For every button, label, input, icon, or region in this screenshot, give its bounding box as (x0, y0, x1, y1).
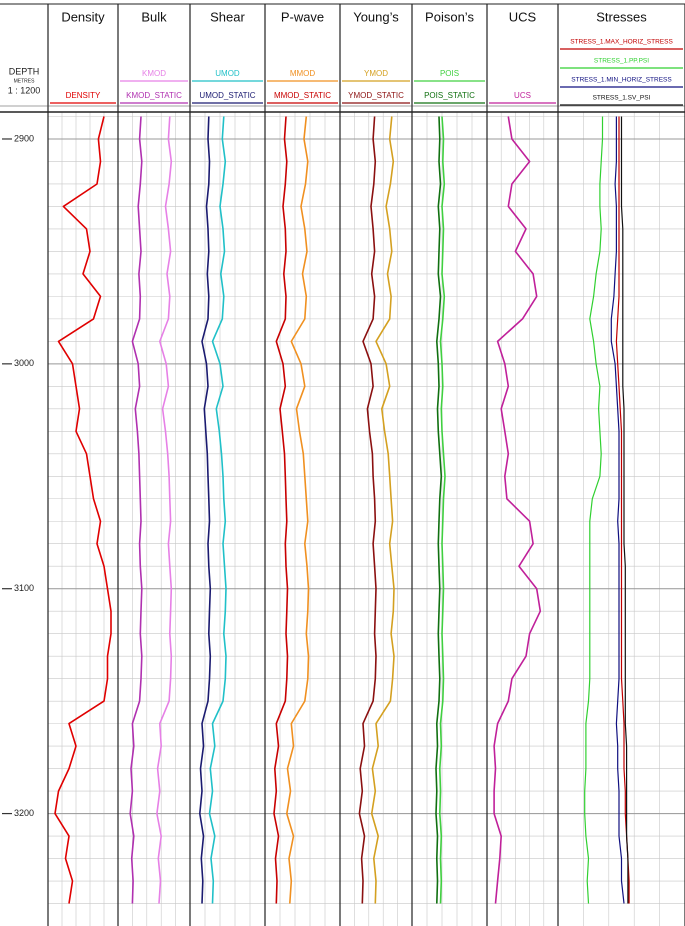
curve (435, 116, 443, 904)
curve (286, 116, 310, 904)
curve-label: KMOD (142, 69, 166, 78)
curve (358, 116, 377, 904)
curve-label: UCS (514, 91, 531, 100)
curve-label: STRESS_1.MIN_HORIZ_STRESS (571, 77, 672, 84)
track-title: Shear (210, 9, 245, 24)
depth-tick-label: 3100 (14, 583, 34, 593)
curve-label: STRESS_1.PP.PSI (594, 58, 649, 65)
curve (610, 116, 625, 904)
curve (493, 116, 542, 904)
track-title: P-wave (281, 9, 324, 24)
curve (620, 116, 629, 904)
curve (273, 116, 289, 904)
depth-unit: METRES (14, 78, 36, 84)
curve (615, 116, 630, 904)
curve-label: MMOD (290, 69, 316, 78)
curve (199, 116, 212, 904)
curve-label: POIS (440, 69, 459, 78)
curve-label: YMOD (364, 69, 388, 78)
curve (129, 116, 143, 904)
depth-tick-label: 3200 (14, 808, 34, 818)
track-title: Density (61, 9, 105, 24)
curve (584, 116, 604, 904)
curve-label: STRESS_1.SV_PSI (593, 95, 651, 102)
curve-label: POIS_STATIC (424, 91, 475, 100)
depth-tick-label: 2900 (14, 133, 34, 143)
curve-label: UMOD_STATIC (199, 91, 255, 100)
curve-label: KMOD_STATIC (126, 91, 182, 100)
track-title: Young’s (353, 9, 399, 24)
curve (370, 116, 395, 904)
curve-label: STRESS_1.MAX_HORIZ_STRESS (570, 39, 673, 46)
curve (208, 116, 227, 904)
depth-scale: 1 : 1200 (8, 85, 41, 95)
track-title: Poison’s (425, 9, 474, 24)
curve-label: MMOD_STATIC (274, 91, 331, 100)
curve (54, 116, 112, 904)
curve-label: YMOD_STATIC (348, 91, 404, 100)
curve-label: DENSITY (66, 91, 101, 100)
track-title: UCS (509, 9, 537, 24)
track-title: Bulk (141, 9, 167, 24)
track-title: Stresses (596, 9, 647, 24)
depth-tick-label: 3000 (14, 358, 34, 368)
curve (439, 116, 446, 904)
depth-label: DEPTH (9, 66, 40, 76)
curve-label: UMOD (215, 69, 240, 78)
curve (156, 116, 173, 904)
